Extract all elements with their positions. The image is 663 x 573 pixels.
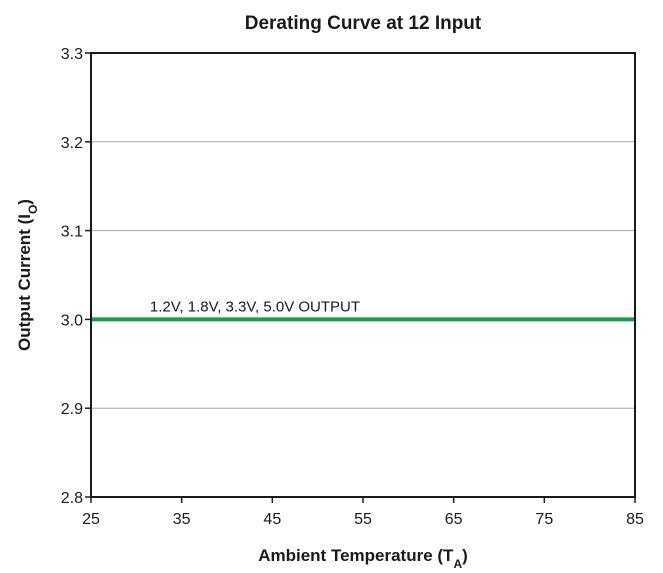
x-tick-label: 65 — [445, 511, 463, 528]
y-tick-label: 3.0 — [61, 312, 83, 329]
plot-area-frame — [90, 52, 636, 498]
gridlines — [91, 52, 635, 498]
y-tick-label: 3.1 — [61, 224, 83, 241]
y-tick-label: 3.2 — [61, 135, 83, 152]
x-tick-label: 75 — [535, 511, 553, 528]
x-axis: 25 35 45 55 65 75 85 — [82, 497, 644, 528]
y-tick-label: 2.9 — [61, 401, 83, 418]
y-tick-label: 3.3 — [61, 46, 83, 63]
x-tick-label: 85 — [626, 511, 644, 528]
y-axis-title-subscript: O — [26, 205, 40, 214]
x-tick-label: 55 — [354, 511, 372, 528]
x-tick-label: 45 — [263, 511, 281, 528]
x-axis-title: Ambient Temperature (TA) — [258, 546, 468, 571]
y-axis: 2.8 2.9 3.0 3.1 3.2 3.3 — [61, 46, 91, 507]
series-annotation: 1.2V, 1.8V, 3.3V, 5.0V OUTPUT — [150, 298, 360, 315]
x-tick-label: 35 — [173, 511, 191, 528]
y-axis-title: Output Current (IO) — [15, 199, 40, 351]
x-tick-label: 25 — [82, 511, 100, 528]
x-axis-title-subscript: A — [453, 557, 462, 571]
y-axis-title-close: ) — [15, 199, 34, 205]
y-tick-label: 2.8 — [61, 490, 83, 507]
x-axis-title-close: ) — [462, 546, 468, 565]
x-axis-title-main: Ambient Temperature (T — [258, 546, 454, 565]
chart-title: Derating Curve at 12 Input — [245, 13, 482, 34]
annotations: 1.2V, 1.8V, 3.3V, 5.0V OUTPUT — [150, 298, 360, 315]
y-axis-title-main: Output Current (I — [15, 214, 34, 351]
